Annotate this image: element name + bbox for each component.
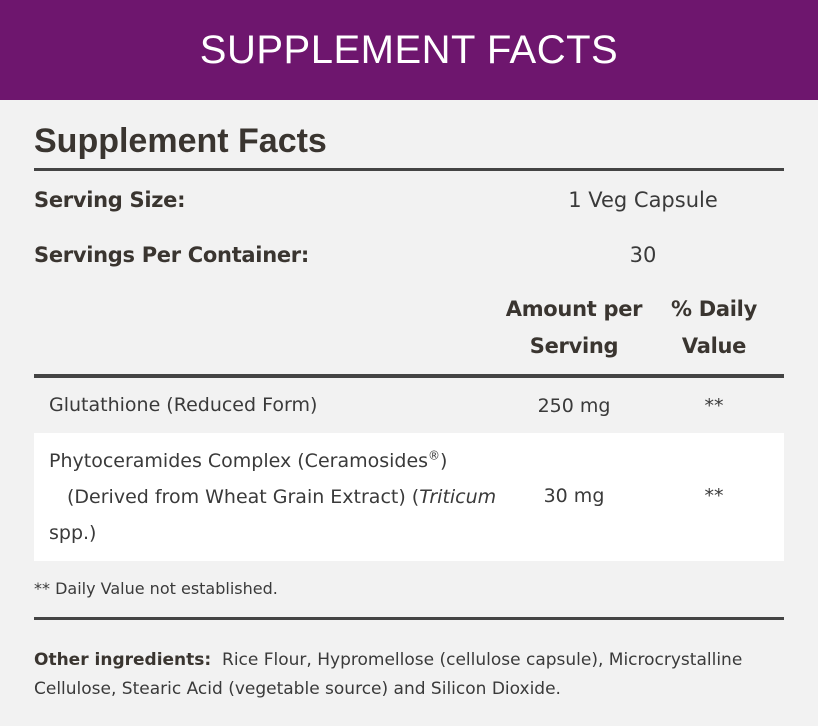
servings-per-container-value: 30: [629, 243, 657, 267]
footnote: ** Daily Value not established.: [34, 579, 278, 598]
dv-header-line-2: Value: [681, 334, 747, 358]
amount-per-serving-header: Amount per Serving: [494, 291, 654, 365]
dv-header-line-1: % Daily: [671, 297, 757, 321]
panel-title: Supplement Facts: [34, 122, 327, 160]
other-ingredients-text: Rice Flour, Hypromellose (cellulose caps…: [34, 650, 743, 699]
ingredient-amount: 30 mg: [543, 485, 605, 507]
daily-value-header: % Daily Value: [654, 291, 774, 365]
table-row: Glutathione (Reduced Form) 250 mg **: [34, 378, 784, 433]
serving-size-label: Serving Size:: [34, 188, 186, 212]
divider: [34, 168, 784, 171]
table-row: Phytoceramides Complex (Ceramosides®) (D…: [34, 433, 784, 561]
serving-size-value: 1 Veg Capsule: [568, 188, 718, 212]
ingredient-daily-value: **: [704, 485, 724, 507]
amount-header-line-1: Amount per: [505, 297, 643, 321]
header-banner: SUPPLEMENT FACTS: [0, 0, 818, 100]
divider: [34, 617, 784, 620]
divider: [34, 374, 784, 378]
registered-mark: ®: [428, 448, 441, 463]
ingredient-amount: 250 mg: [537, 395, 611, 417]
amount-header-line-2: Serving: [529, 334, 619, 358]
other-ingredients-label: Other ingredients:: [34, 650, 212, 670]
servings-per-container-label: Servings Per Container:: [34, 243, 309, 267]
ingredient-name: Phytoceramides Complex (Ceramosides®) (D…: [49, 448, 497, 544]
ingredient-name: Glutathione (Reduced Form): [49, 394, 318, 416]
ingredient-daily-value: **: [704, 395, 724, 417]
other-ingredients: Other ingredients: Rice Flour, Hypromell…: [34, 646, 774, 704]
banner-title: SUPPLEMENT FACTS: [199, 28, 619, 72]
